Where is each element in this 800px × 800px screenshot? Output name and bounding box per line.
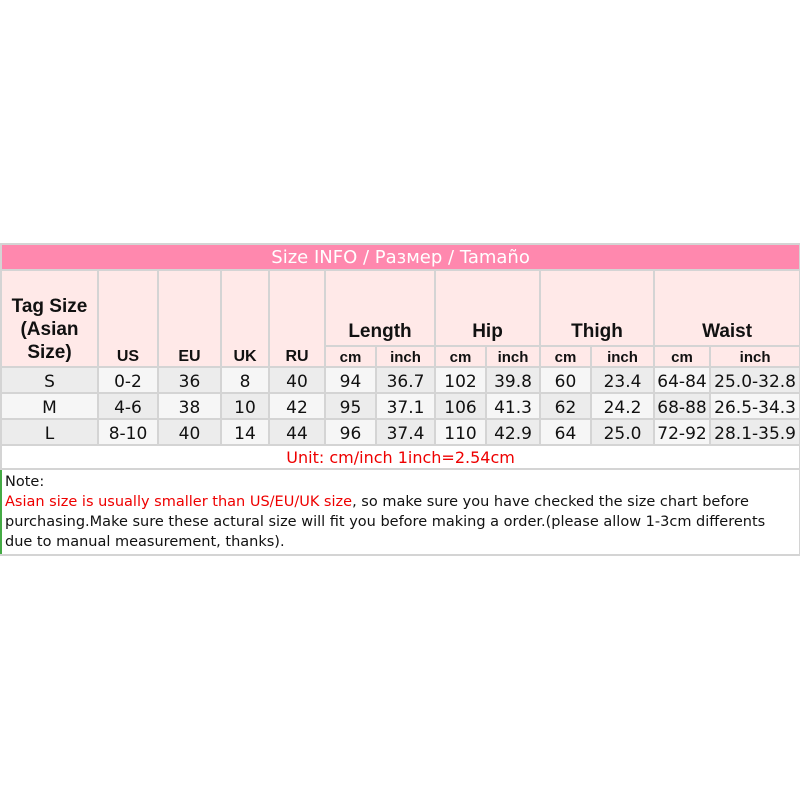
table-cell: 4-6 [97, 392, 159, 420]
header-hip: Hip [434, 269, 541, 347]
table-cell: 14 [220, 418, 270, 446]
header-waist: Waist [652, 269, 800, 347]
unit-note: Unit: cm/inch 1inch=2.54cm [0, 444, 800, 470]
table-cell: 37.4 [375, 418, 436, 446]
note-warning: Asian size is usually smaller than US/EU… [5, 494, 353, 510]
table-cell: 64-84 [653, 366, 711, 394]
header-tag-size: Tag Size (Asian Size) [0, 269, 99, 368]
subheader-cm: cm [324, 345, 377, 368]
header-us: US [97, 269, 159, 368]
header-ru: RU [268, 269, 326, 368]
table-cell: 94 [324, 366, 377, 394]
chart-title: Size INFO / Размер / Tamaño [0, 243, 800, 271]
table-cell: 62 [539, 392, 592, 420]
table-cell: 39.8 [485, 366, 541, 394]
table-row: L 8-10 40 14 44 96 37.4 110 42.9 64 25.0 72-92 28.1-… [0, 418, 800, 446]
subheader-cm: cm [434, 345, 487, 368]
note-label: Note: [5, 474, 45, 490]
table-cell: 8-10 [97, 418, 159, 446]
table-cell: 60 [539, 366, 592, 394]
table-cell: 25.0 [590, 418, 655, 446]
table-cell: 41.3 [485, 392, 541, 420]
table-cell: 95 [324, 392, 377, 420]
table-cell: 38 [157, 392, 222, 420]
header-eu: EU [157, 269, 222, 368]
table-cell: S [0, 366, 99, 394]
table-cell: 68-88 [653, 392, 711, 420]
table-cell: M [0, 392, 99, 420]
header-thigh: Thigh [539, 269, 655, 347]
table-cell: 102 [434, 366, 487, 394]
table-cell: 42 [268, 392, 326, 420]
table-cell: 110 [434, 418, 487, 446]
table-cell: 36 [157, 366, 222, 394]
subheader-inch: inch [375, 345, 436, 368]
table-cell: 40 [157, 418, 222, 446]
table-cell: 42.9 [485, 418, 541, 446]
table-cell: 0-2 [97, 366, 159, 394]
table-cell: 96 [324, 418, 377, 446]
table-cell: 23.4 [590, 366, 655, 394]
note: Note: Asian size is usually smaller than … [0, 468, 800, 556]
size-chart: Size INFO / Размер / Tamaño Tag Size (As… [0, 243, 800, 556]
subheader-cm: cm [653, 345, 711, 368]
table-cell: 40 [268, 366, 326, 394]
table-cell: 72-92 [653, 418, 711, 446]
subheader-cm: cm [539, 345, 592, 368]
table-cell: L [0, 418, 99, 446]
subheader-inch: inch [590, 345, 655, 368]
table-cell: 26.5-34.3 [708, 392, 800, 420]
table-cell: 8 [220, 366, 270, 394]
subheader-inch: inch [485, 345, 541, 368]
note-text: , so make sure you have checked the size… [5, 494, 766, 550]
table-cell: 44 [268, 418, 326, 446]
header-uk: UK [220, 269, 270, 368]
subheader-inch: inch [708, 345, 800, 368]
header-length: Length [324, 269, 436, 347]
table-cell: 37.1 [375, 392, 436, 420]
table-cell: 10 [220, 392, 270, 420]
table-row: M 4-6 38 10 42 95 37.1 106 41.3 62 24.2 68-88 26.5-3… [0, 392, 800, 420]
table-cell: 36.7 [375, 366, 436, 394]
table-cell: 24.2 [590, 392, 655, 420]
size-table: Size INFO / Размер / Tamaño Tag Size (As… [0, 243, 800, 556]
table-cell: 64 [539, 418, 592, 446]
table-cell: 25.0-32.8 [708, 366, 800, 394]
table-cell: 28.1-35.9 [708, 418, 800, 446]
table-row: S 0-2 36 8 40 94 36.7 102 39.8 60 23.4 64-84 25.0-32… [0, 366, 800, 394]
table-cell: 106 [434, 392, 487, 420]
